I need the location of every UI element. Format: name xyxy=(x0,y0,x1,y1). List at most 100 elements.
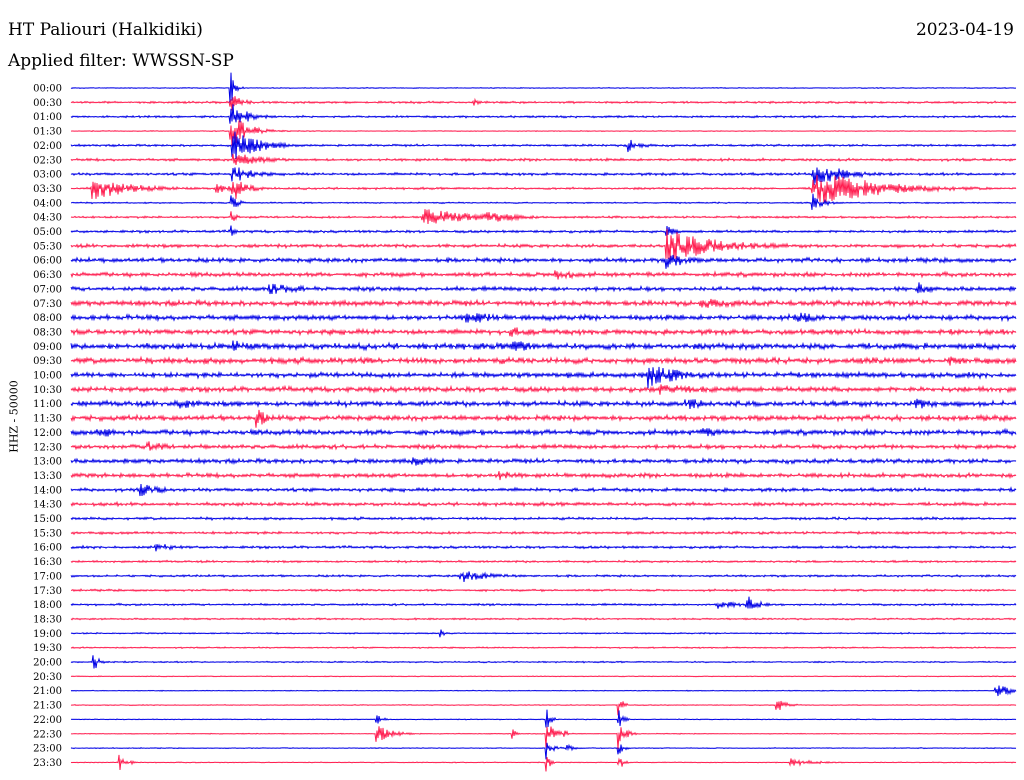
trace-row-0000 xyxy=(70,72,1017,103)
trace-row-0530 xyxy=(70,228,1017,260)
row-time-label: 11:00 xyxy=(33,399,62,410)
row-time-label: 12:30 xyxy=(33,442,62,453)
row-time-label: 01:00 xyxy=(33,112,62,123)
trace-row-0630 xyxy=(70,270,1017,280)
trace-row-2330 xyxy=(70,754,1017,772)
trace-row-1930 xyxy=(70,646,1017,650)
row-time-label: 14:00 xyxy=(33,485,62,496)
trace-row-2030 xyxy=(70,675,1017,678)
row-time-label: 03:30 xyxy=(33,184,62,195)
trace-row-1630 xyxy=(70,559,1017,564)
trace-row-0730 xyxy=(70,298,1017,309)
row-time-label: 18:00 xyxy=(33,600,62,611)
row-time-label: 05:30 xyxy=(33,241,62,252)
trace-row-1700 xyxy=(70,571,1017,582)
trace-row-2200 xyxy=(70,709,1017,728)
row-time-label: 09:00 xyxy=(33,342,62,353)
row-time-label: 06:30 xyxy=(33,270,62,281)
row-time-label: 04:30 xyxy=(33,213,62,224)
trace-row-0830 xyxy=(70,327,1017,337)
row-time-label: 07:00 xyxy=(33,284,62,295)
row-time-label: 23:00 xyxy=(33,744,62,755)
trace-row-1200 xyxy=(70,427,1017,438)
filter-label: Applied filter: WWSSN-SP xyxy=(8,51,234,71)
row-time-label: 04:00 xyxy=(33,198,62,209)
row-time-label: 19:00 xyxy=(33,629,62,640)
trace-row-1000 xyxy=(70,366,1017,389)
trace-row-1600 xyxy=(70,543,1017,552)
trace-row-2130 xyxy=(70,700,1017,716)
row-time-label: 08:00 xyxy=(33,313,62,324)
row-time-label: 07:30 xyxy=(33,299,62,310)
trace-row-1030 xyxy=(70,384,1017,395)
row-time-label: 20:00 xyxy=(33,658,62,669)
row-time-label: 02:30 xyxy=(33,155,62,166)
trace-row-1130 xyxy=(70,409,1017,428)
trace-row-2100 xyxy=(70,685,1017,697)
row-time-label: 22:00 xyxy=(33,715,62,726)
trace-row-1900 xyxy=(70,629,1017,638)
trace-row-0130 xyxy=(70,120,1017,146)
trace-row-0430 xyxy=(70,209,1017,225)
trace-row-2000 xyxy=(70,655,1017,669)
row-time-label: 15:00 xyxy=(33,514,62,525)
trace-row-0230 xyxy=(70,153,1017,165)
trace-row-1330 xyxy=(70,471,1017,481)
row-time-label: 13:30 xyxy=(33,471,62,482)
trace-row-1500 xyxy=(70,515,1017,522)
row-time-label: 03:00 xyxy=(33,170,62,181)
trace-row-1430 xyxy=(70,500,1017,508)
row-time-label: 20:30 xyxy=(33,672,62,683)
row-time-label: 22:30 xyxy=(33,729,62,740)
row-time-label: 19:30 xyxy=(33,643,62,654)
trace-row-1400 xyxy=(70,484,1017,497)
row-time-label: 00:30 xyxy=(33,98,62,109)
trace-row-0930 xyxy=(70,355,1017,366)
row-time-label: 16:30 xyxy=(33,557,62,568)
row-time-label: 14:30 xyxy=(33,500,62,511)
station-title: HT Paliouri (Halkidiki) xyxy=(8,20,203,40)
row-time-label: 02:00 xyxy=(33,141,62,152)
trace-row-1300 xyxy=(70,456,1017,466)
row-time-label: 17:00 xyxy=(33,571,62,582)
trace-row-2230 xyxy=(70,726,1017,750)
row-time-label: 23:30 xyxy=(33,758,62,769)
row-time-label: 18:30 xyxy=(33,614,62,625)
row-time-label: 15:30 xyxy=(33,528,62,539)
row-time-label: 17:30 xyxy=(33,586,62,597)
row-time-label: 21:00 xyxy=(33,686,62,697)
row-time-label: 12:00 xyxy=(33,428,62,439)
trace-row-0500 xyxy=(70,225,1017,236)
trace-row-1730 xyxy=(70,588,1017,593)
trace-row-0400 xyxy=(70,193,1017,210)
row-time-label: 09:30 xyxy=(33,356,62,367)
row-time-label: 11:30 xyxy=(33,414,62,425)
row-time-label: 01:30 xyxy=(33,127,62,138)
trace-row-2300 xyxy=(70,742,1017,760)
trace-row-1530 xyxy=(70,530,1017,536)
row-time-label: 06:00 xyxy=(33,256,62,267)
trace-row-0300 xyxy=(70,167,1017,186)
trace-row-0200 xyxy=(70,131,1017,160)
trace-row-0030 xyxy=(70,96,1017,111)
row-time-label: 21:30 xyxy=(33,701,62,712)
trace-row-0600 xyxy=(70,254,1017,269)
date-label: 2023-04-19 xyxy=(915,20,1014,40)
trace-row-0900 xyxy=(70,340,1017,352)
row-time-label: 00:00 xyxy=(33,84,62,95)
trace-row-0700 xyxy=(70,282,1017,295)
trace-row-1230 xyxy=(70,441,1017,451)
trace-row-1830 xyxy=(70,617,1017,621)
trace-row-1800 xyxy=(70,596,1017,609)
trace-row-0800 xyxy=(70,312,1017,323)
row-time-label: 16:00 xyxy=(33,543,62,554)
row-time-label: 10:30 xyxy=(33,385,62,396)
trace-row-0100 xyxy=(70,104,1017,124)
row-time-label: 10:00 xyxy=(33,371,62,382)
trace-row-1100 xyxy=(70,398,1017,410)
row-time-label: 13:00 xyxy=(33,457,62,468)
row-time-label: 05:00 xyxy=(33,227,62,238)
trace-row-0330 xyxy=(70,174,1017,204)
row-time-label: 08:30 xyxy=(33,327,62,338)
